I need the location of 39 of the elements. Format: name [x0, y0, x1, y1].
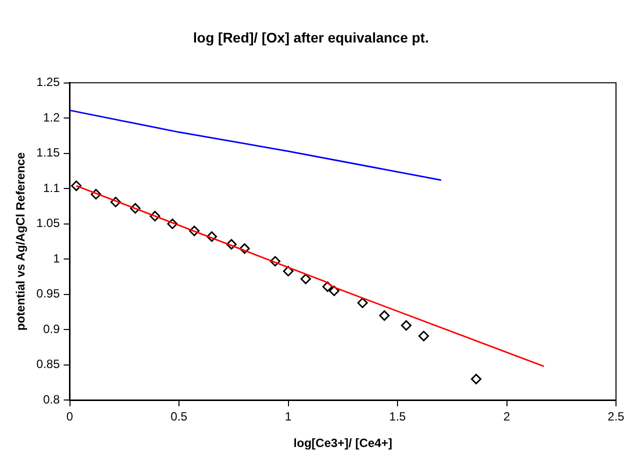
- x-tick-label: 2: [503, 410, 510, 424]
- x-tick-label: 1: [284, 410, 292, 424]
- y-tick-label: 0.85: [36, 357, 60, 372]
- point: [189, 226, 200, 236]
- point: [71, 180, 82, 192]
- y-tick-label: 0.9: [43, 322, 60, 336]
- point: [379, 310, 390, 321]
- point: [322, 281, 333, 292]
- y-axis-title: potential vs Ag/AgCl Reference: [14, 152, 28, 331]
- point: [206, 231, 218, 242]
- point: [300, 274, 311, 284]
- y-tick-label: 1.05: [36, 216, 60, 230]
- point: [150, 210, 160, 222]
- chart-title: log [Red]/ [Ox] after equivalance pt.: [193, 29, 429, 46]
- y-tick-label: 1.15: [36, 146, 60, 160]
- point: [239, 243, 250, 254]
- x-tick-label: 0: [66, 410, 74, 424]
- point: [90, 188, 102, 200]
- point: [167, 218, 178, 230]
- point: [328, 286, 340, 296]
- x-axis-title: log[Ce3+]/ [Ce4+]: [294, 436, 392, 450]
- point: [283, 266, 294, 276]
- point: [418, 330, 429, 342]
- point: [130, 203, 141, 214]
- y-tick-label: 0.8: [43, 392, 60, 407]
- x-tick-label: 0.5: [170, 410, 188, 424]
- x-tick-label: 2.5: [608, 410, 625, 424]
- point: [110, 196, 121, 208]
- point: [270, 256, 280, 266]
- y-tick-label: 1.1: [43, 180, 60, 195]
- y-tick-label: 1: [53, 251, 60, 266]
- y-tick-label: 1.2: [43, 110, 60, 124]
- point: [226, 239, 237, 250]
- y-tick-label: 1.25: [36, 75, 60, 90]
- point: [470, 374, 482, 384]
- point: [400, 320, 412, 331]
- x-tick-label: 1.5: [389, 410, 406, 424]
- y-tick-label: 0.95: [36, 286, 60, 301]
- point: [357, 298, 368, 308]
